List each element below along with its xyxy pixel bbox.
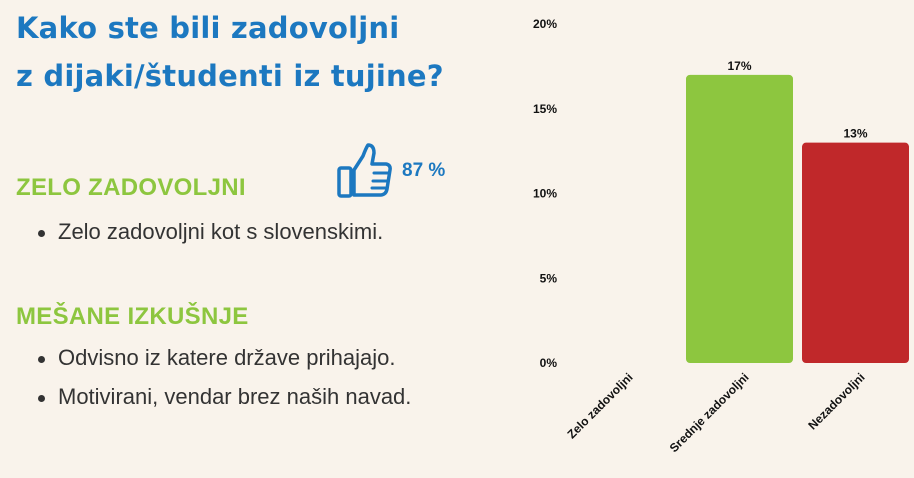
y-tick-label: 20% [533, 17, 557, 31]
y-tick-label: 0% [540, 356, 558, 370]
list-item: Motivirani, vendar brez naših navad. [36, 381, 411, 413]
x-tick-label: Nezadovoljni [805, 370, 867, 432]
x-tick-label: Zelo zadovoljni [564, 370, 635, 441]
bullet-list-zelo-zadovoljni: Zelo zadovoljni kot s slovenskimi. [36, 216, 383, 248]
satisfaction-percentage: 87 % [402, 160, 446, 181]
bar-chart: 0% 5% 10% 15% 20% Zelo zadovoljni 17% Srednje z… [533, 17, 909, 455]
page-title: Kako ste bili zadovoljni z dijaki/študen… [16, 4, 444, 100]
bar [802, 142, 909, 363]
data-label: 13% [843, 127, 867, 141]
bar [686, 74, 793, 363]
list-item: Odvisno iz katere države prihajajo. [36, 342, 411, 374]
y-tick-label: 5% [540, 271, 558, 285]
thumbs-up-icon [336, 142, 392, 200]
list-item: Zelo zadovoljni kot s slovenskimi. [36, 216, 383, 248]
title-line-1: Kako ste bili zadovoljni [16, 11, 400, 45]
title-line-2: z dijaki/študenti iz tujine? [16, 59, 444, 93]
y-tick-label: 15% [533, 102, 557, 116]
y-tick-label: 10% [533, 187, 557, 201]
x-tick-label: Srednje zadovoljni [667, 370, 752, 455]
data-label: 17% [727, 59, 751, 73]
section-heading-zelo-zadovoljni: ZELO ZADOVOLJNI [16, 174, 246, 201]
bullet-list-mesane-izkusnje: Odvisno iz katere države prihajajo. Moti… [36, 342, 411, 413]
section-heading-mesane-izkusnje: MEŠANE IZKUŠNJE [16, 303, 249, 330]
